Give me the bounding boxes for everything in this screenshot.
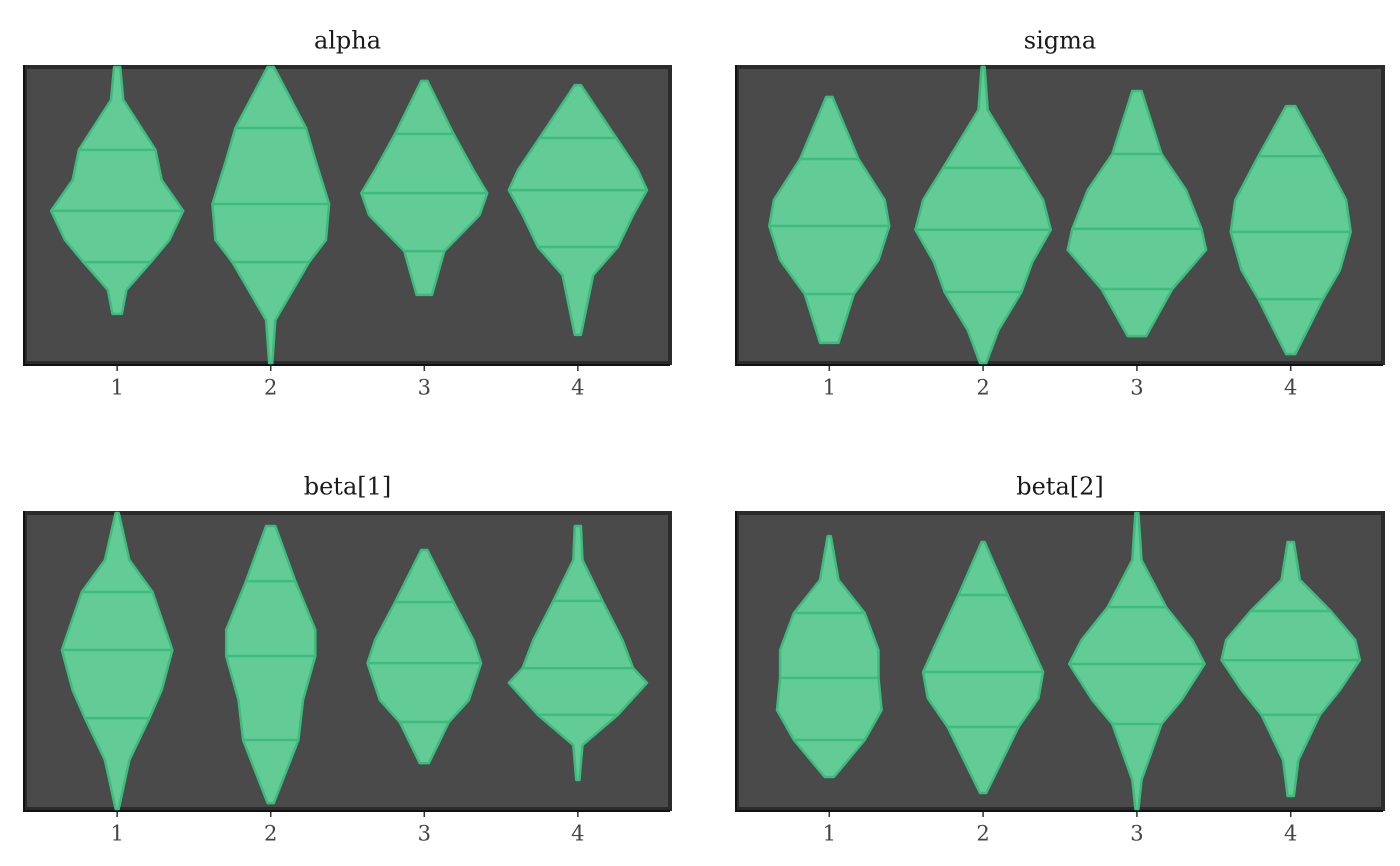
violin [921, 540, 1045, 795]
x-tick-label: 2 [976, 376, 989, 400]
violin [768, 95, 891, 345]
x-tick-label: 3 [1130, 822, 1143, 846]
violin [775, 534, 883, 779]
panel-title: beta[2] [1016, 473, 1104, 501]
panel-title: alpha [314, 27, 381, 55]
x-tick-label: 2 [976, 822, 989, 846]
x-tick-label: 4 [571, 822, 584, 846]
x-tick-label: 3 [418, 822, 431, 846]
x-tick-label: 1 [110, 822, 123, 846]
violin [507, 83, 649, 337]
x-tick-label: 1 [823, 376, 836, 400]
x-tick-label: 1 [823, 822, 836, 846]
x-tick-label: 2 [264, 822, 277, 846]
violin [1066, 89, 1208, 338]
panel-title: beta[1] [304, 473, 392, 501]
violin [60, 511, 174, 811]
violin [224, 524, 317, 805]
violin [1229, 104, 1352, 356]
x-tick-label: 2 [264, 376, 277, 400]
x-tick-label: 3 [1130, 376, 1143, 400]
x-tick-label: 4 [1284, 376, 1297, 400]
x-tick-label: 1 [110, 376, 123, 400]
x-tick-label: 3 [418, 376, 431, 400]
violin [914, 65, 1053, 365]
x-tick-label: 4 [571, 376, 584, 400]
violin [211, 65, 331, 365]
violin [360, 79, 489, 297]
panel-title: sigma [1024, 27, 1096, 55]
x-tick-label: 4 [1284, 822, 1297, 846]
violin [1220, 540, 1362, 798]
